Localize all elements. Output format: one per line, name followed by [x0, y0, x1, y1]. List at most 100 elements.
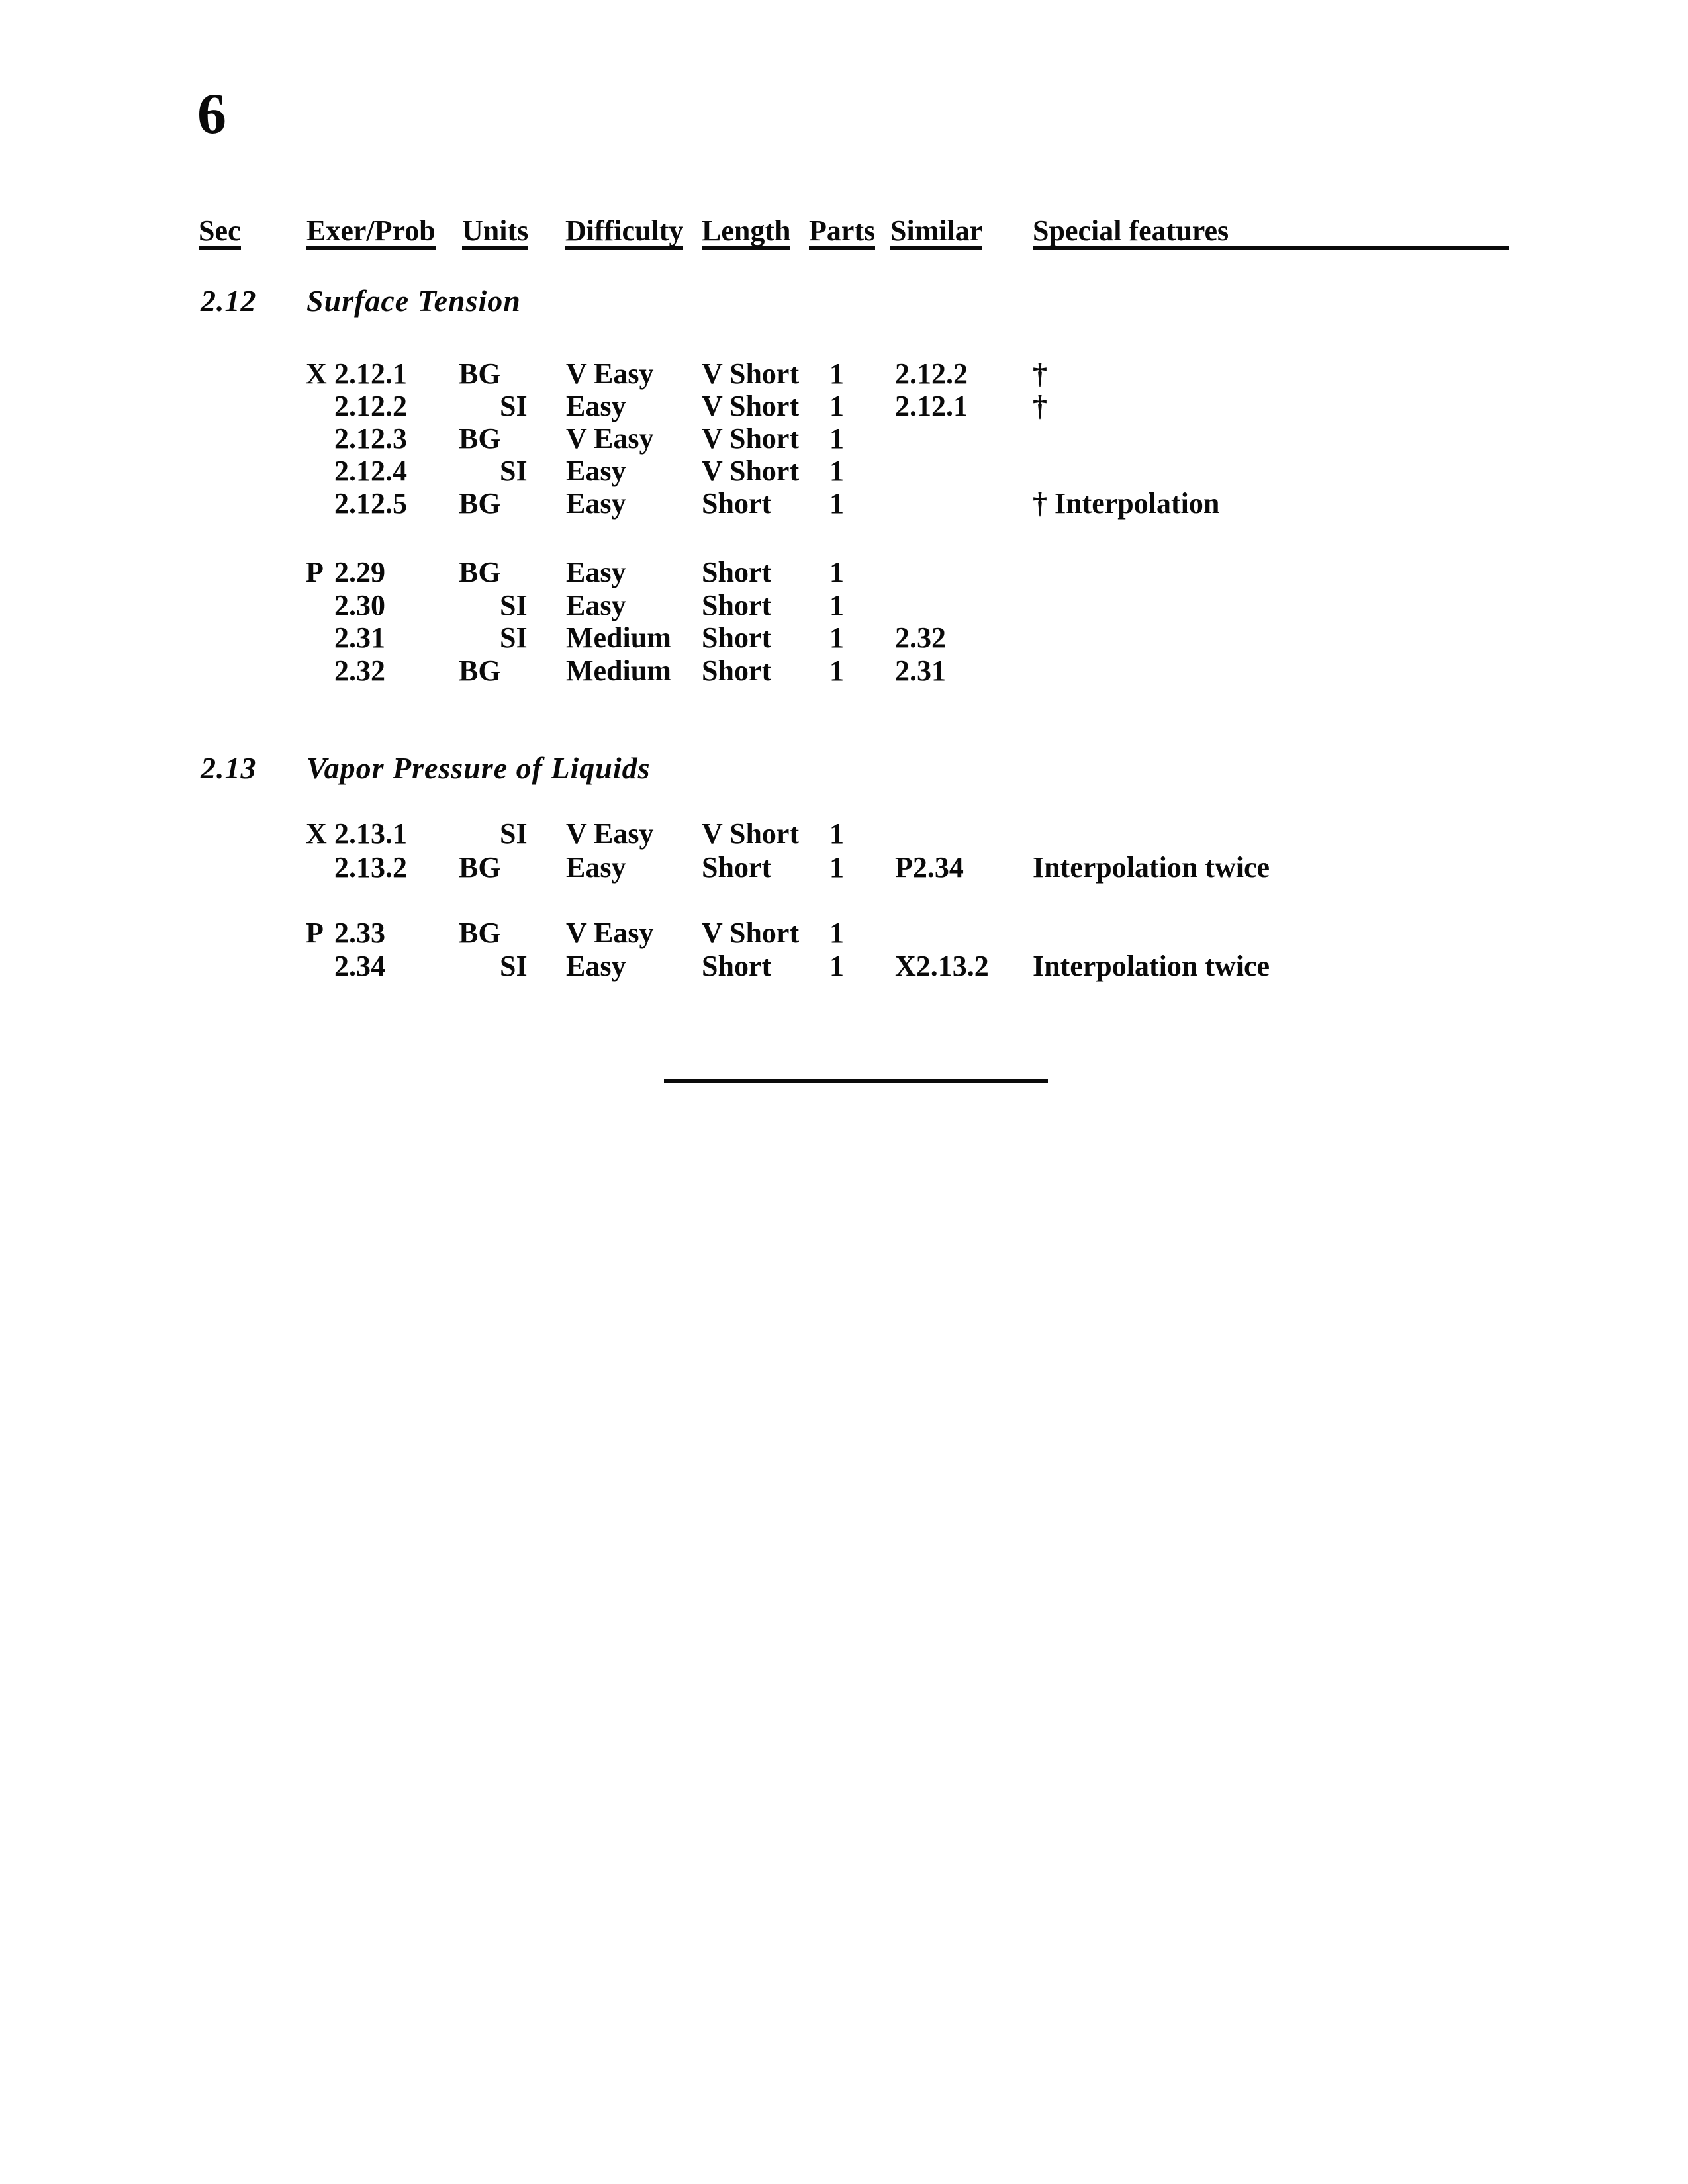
column-header-difficulty: Difficulty: [565, 216, 684, 250]
cell-units: BG: [459, 422, 501, 455]
cell-difficulty: Easy: [566, 556, 626, 588]
cell-units: BG: [459, 851, 501, 884]
cell-parts: 1: [829, 851, 844, 884]
cell-special: †: [1033, 390, 1047, 422]
cell-parts: 1: [829, 917, 844, 949]
table-row: 2.12.2 SI Easy V Short 1 2.12.1 †: [0, 392, 1688, 424]
cell-similar: 2.12.1: [895, 390, 968, 422]
cell-units: BG: [459, 487, 501, 520]
cell-parts: 1: [829, 589, 844, 621]
cell-parts: 1: [829, 950, 844, 982]
cell-difficulty: Easy: [566, 455, 626, 487]
column-header-exer: Exer/Prob: [306, 216, 436, 250]
cell-length: V Short: [702, 817, 800, 850]
cell-length: V Short: [702, 455, 800, 487]
cell-parts: 1: [829, 422, 844, 455]
cell-exer: 2.12.2: [334, 390, 407, 422]
cell-units: SI: [500, 390, 528, 422]
cell-prefix: X: [306, 357, 327, 390]
table-row: P 2.33 BG V Easy V Short 1: [0, 919, 1688, 951]
cell-parts: 1: [829, 655, 844, 687]
column-header-parts: Parts: [809, 216, 876, 250]
cell-parts: 1: [829, 817, 844, 850]
cell-difficulty: V Easy: [566, 917, 654, 949]
cell-length: V Short: [702, 357, 800, 390]
cell-length: Short: [702, 556, 772, 588]
cell-parts: 1: [829, 556, 844, 588]
cell-length: Short: [702, 851, 772, 884]
cell-difficulty: V Easy: [566, 817, 654, 850]
cell-length: Short: [702, 950, 772, 982]
cell-prefix: P: [306, 556, 324, 588]
cell-special: †: [1033, 357, 1047, 390]
cell-exer: 2.33: [334, 917, 385, 949]
column-header-special: Special features: [1033, 216, 1509, 250]
column-header-similar: Similar: [890, 216, 983, 250]
cell-similar: P2.34: [895, 851, 964, 884]
cell-units: SI: [500, 589, 528, 621]
cell-difficulty: Easy: [566, 589, 626, 621]
cell-exer: 2.12.3: [334, 422, 407, 455]
cell-units: BG: [459, 655, 501, 687]
table-row: 2.32 BG Medium Short 1 2.31: [0, 657, 1688, 689]
cell-parts: 1: [829, 357, 844, 390]
cell-exer: 2.30: [334, 589, 385, 621]
section-title: Vapor Pressure of Liquids: [306, 751, 651, 785]
cell-exer: 2.12.4: [334, 455, 407, 487]
section-number: 2.12: [201, 284, 257, 318]
cell-difficulty: Easy: [566, 950, 626, 982]
page-number: 6: [197, 82, 226, 146]
cell-difficulty: Medium: [566, 655, 671, 687]
section-title: Surface Tension: [306, 284, 521, 318]
cell-length: V Short: [702, 422, 800, 455]
cell-exer: 2.13.2: [334, 851, 407, 884]
cell-length: V Short: [702, 917, 800, 949]
cell-special: Interpolation twice: [1033, 851, 1270, 884]
table-row: 2.12.4 SI Easy V Short 1: [0, 457, 1688, 489]
cell-units: BG: [459, 917, 501, 949]
footer-divider-rule: [664, 1079, 1048, 1083]
cell-similar: 2.12.2: [895, 357, 968, 390]
cell-difficulty: Easy: [566, 487, 626, 520]
cell-difficulty: Easy: [566, 851, 626, 884]
table-row: 2.30 SI Easy Short 1: [0, 591, 1688, 623]
table-row: X 2.12.1 BG V Easy V Short 1 2.12.2 †: [0, 359, 1688, 392]
cell-prefix: X: [306, 817, 327, 850]
table-row: 2.34 SI Easy Short 1 X2.13.2 Interpolation twi…: [0, 952, 1688, 984]
cell-exer: 2.29: [334, 556, 385, 588]
cell-length: Short: [702, 589, 772, 621]
cell-exer: 2.13.1: [334, 817, 407, 850]
cell-exer: 2.31: [334, 621, 385, 654]
table-row: 2.12.3 BG V Easy V Short 1: [0, 424, 1688, 457]
cell-similar: 2.31: [895, 655, 946, 687]
cell-difficulty: V Easy: [566, 422, 654, 455]
cell-difficulty: Easy: [566, 390, 626, 422]
cell-length: Short: [702, 621, 772, 654]
cell-units: BG: [459, 357, 501, 390]
table-row: X 2.13.1 SI V Easy V Short 1: [0, 819, 1688, 852]
column-header-length: Length: [702, 216, 791, 250]
column-header-units: Units: [462, 216, 529, 250]
cell-length: V Short: [702, 390, 800, 422]
column-header-sec: Sec: [199, 216, 241, 250]
table-row: P 2.29 BG Easy Short 1: [0, 558, 1688, 590]
cell-parts: 1: [829, 621, 844, 654]
cell-parts: 1: [829, 487, 844, 520]
cell-units: SI: [500, 455, 528, 487]
cell-units: BG: [459, 556, 501, 588]
cell-units: SI: [500, 621, 528, 654]
cell-exer: 2.12.1: [334, 357, 407, 390]
cell-special: † Interpolation: [1033, 487, 1220, 520]
table-row: 2.12.5 BG Easy Short 1 † Interpolation: [0, 489, 1688, 522]
table-header-row: Sec Exer/Prob Units Difficulty Length Parts Si…: [0, 216, 1688, 259]
cell-exer: 2.34: [334, 950, 385, 982]
section-number: 2.13: [201, 751, 257, 785]
cell-exer: 2.32: [334, 655, 385, 687]
table-row: 2.31 SI Medium Short 1 2.32: [0, 623, 1688, 656]
cell-similar: 2.32: [895, 621, 946, 654]
cell-parts: 1: [829, 390, 844, 422]
cell-exer: 2.12.5: [334, 487, 407, 520]
cell-difficulty: V Easy: [566, 357, 654, 390]
cell-parts: 1: [829, 455, 844, 487]
